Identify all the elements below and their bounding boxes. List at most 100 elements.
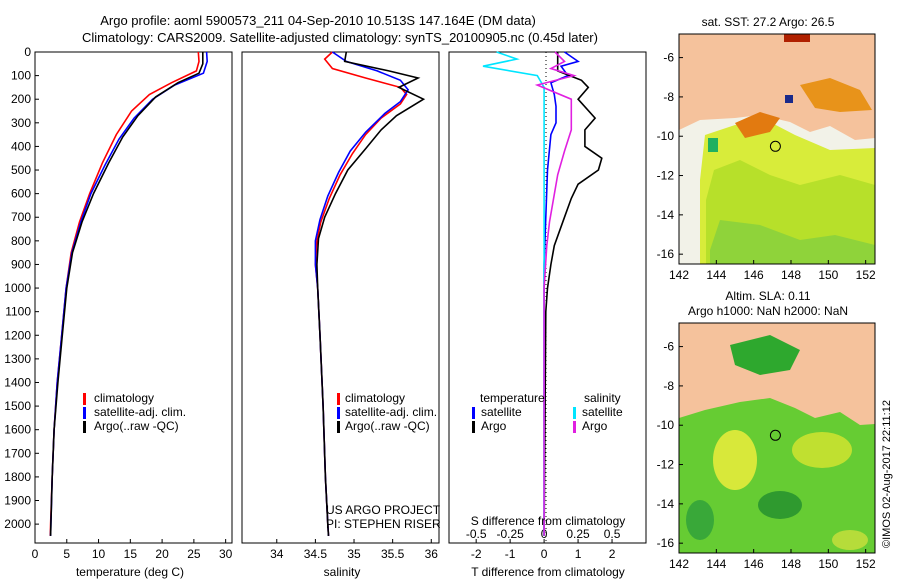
- sst-map-panel: sat. SST: 27.2 Argo: 26.5 142 144 146 148 15…: [657, 15, 876, 282]
- argo-location-marker: [769, 429, 781, 441]
- map-y-tick-label-0: -6: [663, 51, 674, 65]
- x2-tick-label-4: 0.5: [604, 527, 621, 541]
- legend-s-satellite: satellite: [582, 405, 623, 419]
- y-tick-label-10: 1000: [4, 281, 31, 295]
- y-tick-label-13: 1300: [4, 352, 31, 366]
- legend-swatch-t-argo: [472, 421, 475, 433]
- figure-title-line2: Climatology: CARS2009. Satellite-adjuste…: [82, 30, 598, 45]
- legend-swatch-argo: [337, 421, 340, 433]
- x2-tick-label-1: -0.25: [496, 527, 524, 541]
- x2-tick-label-0: -0.5: [466, 527, 487, 541]
- temperature-plot-frame: [34, 51, 233, 544]
- y-tick-label-11: 1100: [5, 305, 31, 319]
- salinity-panel: 34 34.5 35 35.5 36 salinity climatology sate…: [241, 51, 441, 579]
- map-x-tick-label-0: 142: [669, 557, 689, 571]
- x-tick-label-6: 30: [219, 547, 233, 561]
- series-line-1: [543, 52, 603, 536]
- temperature-panel: 0100200300400500600700800900100011001200…: [4, 45, 232, 579]
- sal-legend-argo: Argo(..raw -QC): [345, 419, 430, 433]
- x-tick-label-4: 2: [609, 547, 616, 561]
- y-tick-label-5: 500: [11, 163, 31, 177]
- legend-t-argo: Argo: [481, 419, 507, 433]
- sla-map-frame: [678, 322, 876, 554]
- legend-swatch-t-satellite: [472, 407, 475, 419]
- map-y-tick-label-4: -14: [657, 208, 675, 222]
- map-y-tick-label-2: -10: [657, 418, 675, 432]
- map-x-tick-label-0: 142: [669, 268, 689, 282]
- map-y-tick-label-1: -8: [663, 379, 674, 393]
- sst-map-blue-cell: [785, 95, 793, 103]
- sla-map-panel: Altim. SLA: 0.11 Argo h1000: NaN h2000: …: [657, 289, 876, 571]
- legend-swatch-s-argo: [573, 421, 576, 433]
- y-tick-label-7: 700: [11, 210, 31, 224]
- y-tick-label-3: 300: [11, 116, 31, 130]
- map-x-tick-label-1: 144: [706, 557, 726, 571]
- x-tick-label-0: -2: [471, 547, 482, 561]
- x-tick-label-3: 1: [575, 547, 582, 561]
- map-x-tick-label-2: 146: [744, 268, 764, 282]
- legend-swatch-s-satellite: [573, 407, 576, 419]
- x-tick-label-1: 34.5: [304, 547, 328, 561]
- map-x-tick-label-5: 152: [856, 268, 876, 282]
- s-difference-label: S difference from climatology: [471, 514, 626, 528]
- x-tick-label-1: 5: [63, 547, 70, 561]
- legend-swatch-climatology: [83, 393, 86, 405]
- map-y-tick-label-1: -8: [663, 90, 674, 104]
- map-x-tick-label-5: 152: [856, 557, 876, 571]
- sla-map-low-1: [758, 491, 802, 519]
- y-tick-label-17: 1700: [4, 446, 31, 460]
- sla-map-high-3: [832, 530, 868, 550]
- x-tick-label-3: 15: [124, 547, 138, 561]
- x-tick-label-0: 0: [32, 547, 39, 561]
- x-tick-label-5: 25: [187, 547, 201, 561]
- series-line-2: [49, 52, 204, 536]
- sla-map-title: Altim. SLA: 0.11: [725, 289, 810, 303]
- legend-salinity-header: salinity: [584, 391, 621, 405]
- figure-title-line1: Argo profile: aoml 5900573_211 04-Sep-20…: [100, 13, 536, 28]
- temperature-xlabel: temperature (deg C): [76, 565, 184, 579]
- x-tick-label-1: -1: [505, 547, 516, 561]
- y-tick-label-12: 1200: [4, 328, 31, 342]
- sst-map-cool-field: [710, 220, 875, 264]
- map-x-tick-label-3: 148: [781, 557, 801, 571]
- imos-stamp: ©IMOS 02-Aug-2017 22:11:12: [881, 400, 893, 548]
- temp-legend-satellite: satellite-adj. clim.: [94, 405, 186, 419]
- legend-swatch-climatology: [337, 393, 340, 405]
- sst-map-frame: [678, 33, 876, 265]
- legend-temperature-header: temperature: [480, 391, 545, 405]
- map-y-tick-label-2: -10: [657, 129, 675, 143]
- y-tick-label-19: 1900: [4, 494, 31, 508]
- difference-panel: -2 -1 0 1 2-0.5 -0.25 0 0.25 0.5 S difference fr…: [448, 51, 647, 579]
- sla-map-high-2: [792, 432, 852, 468]
- map-y-tick-label-5: -16: [657, 536, 675, 550]
- sst-map-green-cell: [708, 138, 718, 152]
- sal-legend-satellite: satellite-adj. clim.: [345, 405, 437, 419]
- x-tick-label-3: 35.5: [381, 547, 405, 561]
- sst-map-north-patch: [800, 78, 872, 112]
- sla-map-north-sea: [730, 335, 800, 375]
- y-tick-label-15: 1500: [4, 399, 31, 413]
- x-tick-label-2: 35: [347, 547, 361, 561]
- x-tick-label-2: 0: [541, 547, 548, 561]
- sst-map-hot-patch: [735, 112, 780, 138]
- map-y-tick-label-3: -12: [657, 169, 675, 183]
- map-y-tick-label-3: -12: [657, 458, 675, 472]
- y-tick-label-4: 400: [11, 139, 31, 153]
- series-line-3: [534, 51, 577, 536]
- pi-annotation: PI: STEPHEN RISER: [326, 517, 441, 531]
- y-tick-label-8: 800: [11, 234, 31, 248]
- project-annotation: US ARGO PROJECT: [326, 503, 441, 517]
- legend-s-argo: Argo: [582, 419, 608, 433]
- series-line-2: [316, 51, 426, 536]
- y-tick-label-6: 600: [11, 187, 31, 201]
- sla-map-high-1: [713, 430, 757, 490]
- y-tick-label-0: 0: [24, 45, 31, 59]
- y-tick-label-20: 2000: [4, 517, 31, 531]
- map-x-tick-label-3: 148: [781, 268, 801, 282]
- salinity-xlabel: salinity: [324, 565, 361, 579]
- sal-legend-climatology: climatology: [345, 391, 405, 405]
- x-tick-label-2: 10: [92, 547, 106, 561]
- t-difference-label: T difference from climatology: [471, 565, 625, 579]
- salinity-plot-frame: [241, 51, 440, 544]
